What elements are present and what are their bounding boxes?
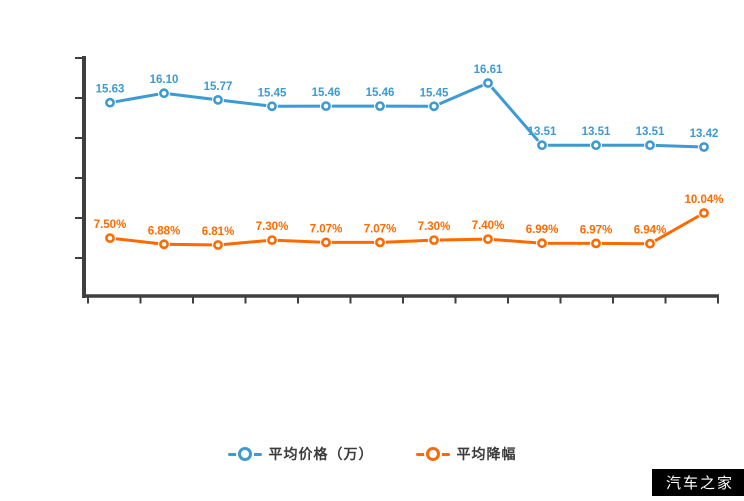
data-point-marker[interactable]	[699, 208, 709, 218]
data-point-marker[interactable]	[645, 238, 655, 249]
data-point-label: 15.63	[96, 84, 125, 96]
data-point-marker[interactable]	[213, 240, 223, 250]
data-point-marker[interactable]	[159, 88, 169, 99]
data-point-label: 15.46	[312, 87, 341, 99]
legend-label-price: 平均价格（万）	[268, 446, 374, 462]
data-point-label: 6.94%	[634, 225, 667, 237]
data-point-marker[interactable]	[483, 78, 493, 88]
data-point-marker[interactable]	[159, 239, 169, 250]
series-line-orange	[108, 211, 706, 247]
data-point-label: 16.10	[150, 74, 179, 86]
data-point-marker[interactable]	[105, 233, 115, 243]
data-point-label: 7.30%	[418, 221, 451, 233]
data-point-label: 15.45	[420, 87, 449, 99]
data-point-label: 7.07%	[364, 223, 397, 235]
series-line-blue	[108, 81, 706, 149]
data-point-label: 6.97%	[580, 224, 613, 236]
data-point-marker[interactable]	[537, 238, 547, 249]
data-point-label: 6.88%	[148, 225, 181, 237]
legend-label-discount: 平均降幅	[456, 446, 517, 462]
legend-item-discount[interactable]: 平均降幅	[415, 444, 517, 464]
orange-line-marker-icon	[415, 447, 450, 461]
data-point-marker[interactable]	[537, 140, 547, 151]
data-point-marker[interactable]	[429, 101, 439, 112]
data-point-label: 13.51	[582, 126, 611, 138]
data-point-label: 15.46	[366, 87, 395, 99]
data-point-marker[interactable]	[375, 237, 385, 248]
blue-line-marker-icon	[227, 447, 262, 461]
data-point-label: 7.30%	[256, 221, 289, 233]
data-point-label: 15.77	[204, 81, 233, 93]
data-point-label: 13.51	[528, 126, 557, 138]
data-point-label: 7.07%	[310, 223, 343, 235]
data-point-marker[interactable]	[267, 101, 277, 112]
data-point-label: 15.45	[258, 87, 287, 99]
data-point-marker[interactable]	[213, 95, 223, 105]
data-point-label: 6.99%	[526, 224, 559, 236]
data-point-marker[interactable]	[267, 235, 277, 245]
autohome-watermark: 汽车之家	[651, 469, 744, 496]
data-point-label: 13.42	[690, 128, 719, 140]
data-point-label: 16.61	[474, 64, 503, 76]
data-point-label: 6.81%	[202, 226, 235, 238]
legend-item-price[interactable]: 平均价格（万）	[227, 444, 374, 464]
chart-legend: 平均价格（万） 平均降幅	[0, 441, 744, 467]
data-point-marker[interactable]	[699, 142, 709, 152]
data-point-marker[interactable]	[591, 238, 601, 249]
data-point-marker[interactable]	[483, 234, 493, 244]
data-point-label: 7.50%	[94, 219, 127, 231]
data-point-label: 13.51	[636, 126, 665, 138]
data-point-marker[interactable]	[375, 101, 385, 111]
data-point-label: 7.40%	[472, 220, 505, 232]
data-point-marker[interactable]	[105, 97, 115, 108]
data-point-marker[interactable]	[429, 235, 439, 245]
data-point-marker[interactable]	[591, 140, 601, 151]
data-point-marker[interactable]	[321, 237, 331, 248]
data-point-marker[interactable]	[645, 140, 655, 151]
watermark-text: 汽车之家	[665, 475, 734, 492]
data-point-label: 10.04%	[684, 194, 723, 206]
data-point-marker[interactable]	[321, 101, 331, 111]
